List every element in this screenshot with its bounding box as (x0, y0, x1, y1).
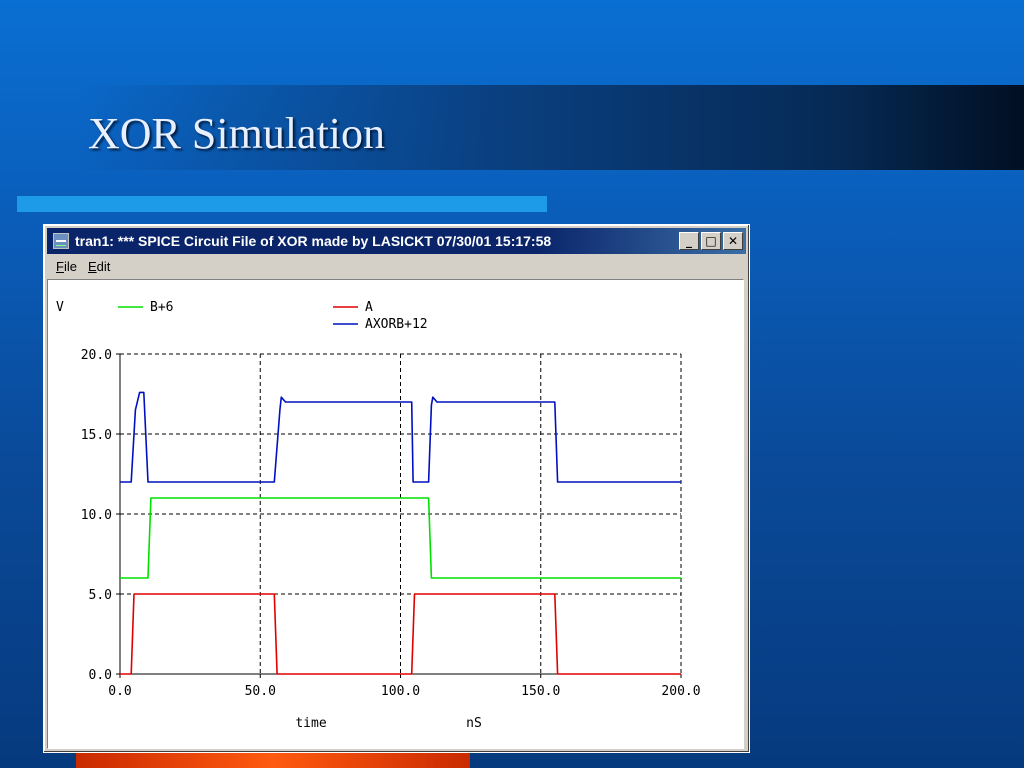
legend-label-2: AXORB+12 (365, 317, 428, 332)
window-title: tran1: *** SPICE Circuit File of XOR mad… (75, 233, 552, 249)
menu-edit[interactable]: Edit (87, 258, 111, 274)
x-tick-label-2: 100.0 (381, 684, 420, 699)
y-tick-label-3: 15.0 (81, 428, 112, 443)
y-axis-label: V (56, 300, 64, 315)
title-band (80, 85, 1024, 170)
y-tick-label-2: 10.0 (81, 508, 112, 523)
minimize-button[interactable]: _ (679, 232, 699, 250)
x-tick-label-3: 150.0 (521, 684, 560, 699)
x-axis-unit: nS (466, 716, 482, 731)
menu-bar: File Edit (47, 255, 746, 277)
accent-bar (17, 196, 547, 212)
bottom-accent-bar (76, 752, 470, 768)
series-line-0 (120, 497, 681, 579)
legend-label-1: A (365, 300, 373, 315)
y-tick-label-1: 5.0 (89, 588, 112, 603)
maximize-button[interactable]: □ (701, 232, 721, 250)
y-tick-label-4: 20.0 (81, 348, 112, 363)
series-line-2 (120, 391, 681, 483)
y-tick-label-0: 0.0 (89, 668, 112, 683)
x-axis-label: time (295, 716, 326, 731)
series-line-1 (120, 593, 681, 675)
menu-file[interactable]: File (56, 258, 77, 274)
x-tick-label-1: 50.0 (245, 684, 276, 699)
x-tick-label-4: 200.0 (661, 684, 700, 699)
waveform-chart: 0.0 5.0 10.0 15.0 20.0 0.0 50.0 100.0 150.0 200.0… (56, 300, 701, 731)
legend-label-0: B+6 (150, 300, 173, 315)
slide-title: XOR Simulation (88, 109, 386, 158)
close-button[interactable]: ✕ (723, 232, 743, 250)
waveform-app-icon[interactable] (53, 233, 69, 249)
window-titlebar[interactable]: tran1: *** SPICE Circuit File of XOR mad… (47, 228, 746, 254)
window-controls: _ □ ✕ (679, 232, 743, 250)
x-tick-label-0: 0.0 (108, 684, 131, 699)
simulation-window: tran1: *** SPICE Circuit File of XOR mad… (43, 224, 750, 753)
plot-area: 0.0 5.0 10.0 15.0 20.0 0.0 50.0 100.0 150.0 200.0… (47, 279, 744, 749)
